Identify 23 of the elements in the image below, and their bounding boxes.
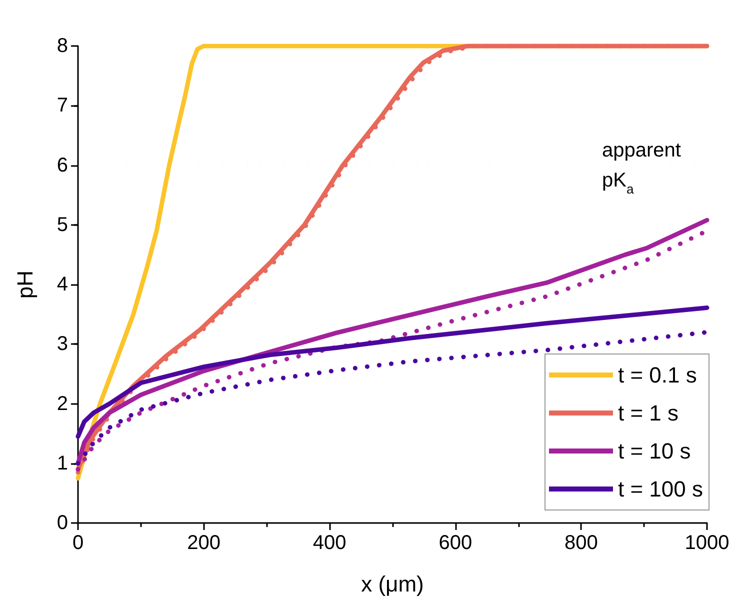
x-tick-label: 200 bbox=[187, 532, 220, 554]
x-tick-label: 0 bbox=[72, 532, 84, 554]
x-axis-title: x (μm) bbox=[361, 572, 424, 596]
y-tick-label: 6 bbox=[56, 154, 68, 176]
y-tick-label: 2 bbox=[56, 392, 68, 415]
legend-label: t = 1 s bbox=[618, 400, 679, 426]
x-tick-label: 800 bbox=[564, 532, 598, 554]
y-tick-label: 5 bbox=[56, 214, 68, 236]
x-tick-label: 600 bbox=[438, 532, 472, 554]
x-tick-label: 1000 bbox=[684, 532, 730, 554]
y-tick-label: 0 bbox=[56, 512, 68, 534]
y-tick-label: 4 bbox=[56, 274, 68, 296]
line-series bbox=[76, 306, 710, 439]
y-tick-label: 7 bbox=[56, 94, 68, 117]
legend-label: t = 0.1 s bbox=[618, 362, 697, 388]
y-tick-label: 1 bbox=[56, 452, 68, 474]
legend-label: t = 100 s bbox=[618, 476, 704, 502]
y-tick-label: 3 bbox=[56, 333, 68, 356]
x-tick-label: 400 bbox=[312, 532, 346, 554]
y-axis-title: pH bbox=[12, 270, 38, 299]
legend-label: t = 10 s bbox=[618, 438, 691, 464]
line-series bbox=[76, 330, 710, 466]
y-tick-label: 8 bbox=[56, 35, 68, 57]
